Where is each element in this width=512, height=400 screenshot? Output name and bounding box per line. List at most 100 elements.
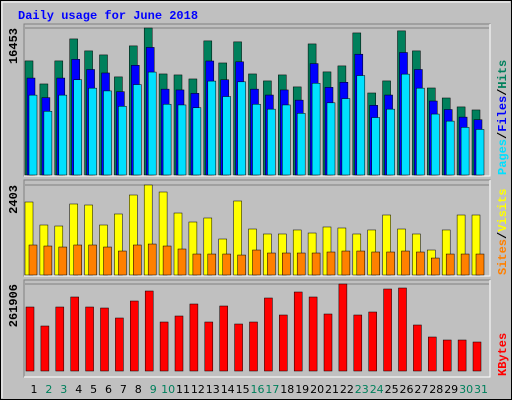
bar	[40, 325, 50, 372]
bar	[177, 248, 187, 276]
bar	[475, 253, 485, 276]
legend: Sites/Visits	[496, 189, 510, 275]
bar	[264, 297, 273, 372]
bar	[401, 250, 410, 276]
bar	[130, 300, 139, 372]
bar	[204, 321, 214, 372]
bar	[368, 311, 377, 372]
bar	[55, 306, 65, 372]
chart-title: Daily usage for June 2018	[18, 9, 198, 23]
bar	[177, 104, 187, 176]
bar	[431, 113, 440, 176]
bar	[445, 253, 455, 276]
bar	[192, 253, 202, 276]
bar	[222, 253, 231, 276]
x-tick-label: 25	[385, 383, 399, 396]
legend-entry: Pages	[496, 139, 510, 175]
bar	[73, 79, 82, 176]
x-tick-label: 16	[251, 383, 265, 396]
bar	[28, 94, 38, 176]
x-tick-label: 13	[206, 383, 220, 396]
bar	[293, 291, 303, 372]
bar	[162, 245, 172, 276]
bar	[282, 252, 291, 276]
bar	[311, 82, 321, 176]
bar	[219, 305, 228, 372]
bar	[189, 303, 199, 372]
x-tick-label: 7	[120, 383, 127, 396]
bar	[356, 250, 366, 276]
panel-bevel	[24, 24, 491, 177]
bar	[267, 108, 276, 176]
bar	[428, 336, 437, 372]
bar	[103, 246, 112, 276]
bar	[133, 84, 142, 176]
x-tick-label: 24	[370, 383, 384, 396]
bar	[401, 73, 410, 176]
x-tick-label: 26	[400, 383, 414, 396]
bar	[147, 71, 157, 176]
bar	[43, 111, 53, 176]
x-tick-label: 2	[45, 383, 52, 396]
y-tick-label: 16453	[7, 28, 21, 64]
legend-separator: /	[496, 232, 510, 239]
bar	[147, 243, 157, 276]
bar	[296, 252, 306, 276]
bar	[311, 252, 321, 276]
bar	[371, 117, 380, 176]
bar	[341, 250, 351, 276]
bar	[416, 87, 425, 176]
bar	[398, 287, 407, 372]
bar	[144, 290, 154, 372]
bar	[296, 113, 306, 176]
legend-separator: /	[496, 89, 510, 96]
x-tick-label: 10	[161, 383, 175, 396]
bar	[475, 129, 485, 176]
bar	[386, 108, 395, 176]
x-tick-label: 22	[340, 383, 354, 396]
x-tick-label: 14	[221, 383, 235, 396]
bar	[416, 251, 425, 276]
bar	[442, 339, 452, 372]
bar	[88, 244, 97, 276]
bar	[237, 81, 246, 176]
legend-entry: Sites	[496, 239, 510, 275]
bar	[326, 251, 336, 276]
bar	[58, 94, 68, 176]
bar	[326, 102, 336, 176]
bar	[308, 296, 318, 372]
bar	[118, 106, 127, 176]
bar	[237, 254, 246, 276]
bar	[118, 250, 127, 276]
x-tick-label: 27	[414, 383, 428, 396]
legend: Pages/Files/Hits	[496, 60, 510, 175]
x-tick-label: 12	[191, 383, 205, 396]
bar	[85, 306, 94, 372]
bar	[100, 307, 109, 372]
bar	[207, 80, 217, 176]
x-tick-label: 4	[75, 383, 82, 396]
x-tick-label: 23	[355, 383, 369, 396]
x-tick-label: 5	[90, 383, 97, 396]
legend: KBytes	[496, 333, 510, 376]
bar	[386, 251, 395, 276]
bar	[472, 341, 482, 372]
bar	[252, 103, 261, 176]
bar	[58, 246, 68, 276]
x-tick-label: 30	[459, 383, 473, 396]
bar	[162, 103, 172, 176]
legend-entry: Files	[496, 96, 510, 132]
bar	[174, 315, 184, 372]
bar	[234, 323, 243, 372]
bar	[70, 296, 79, 372]
bar	[207, 253, 217, 276]
x-tick-label: 31	[474, 383, 488, 396]
bar	[457, 339, 467, 372]
panel-bevel	[24, 180, 491, 277]
x-tick-label: 29	[444, 383, 458, 396]
x-tick-label: 18	[280, 383, 294, 396]
bar	[103, 90, 112, 176]
bar	[115, 317, 124, 372]
legend-entry: KBytes	[496, 333, 510, 376]
bar	[431, 257, 440, 276]
